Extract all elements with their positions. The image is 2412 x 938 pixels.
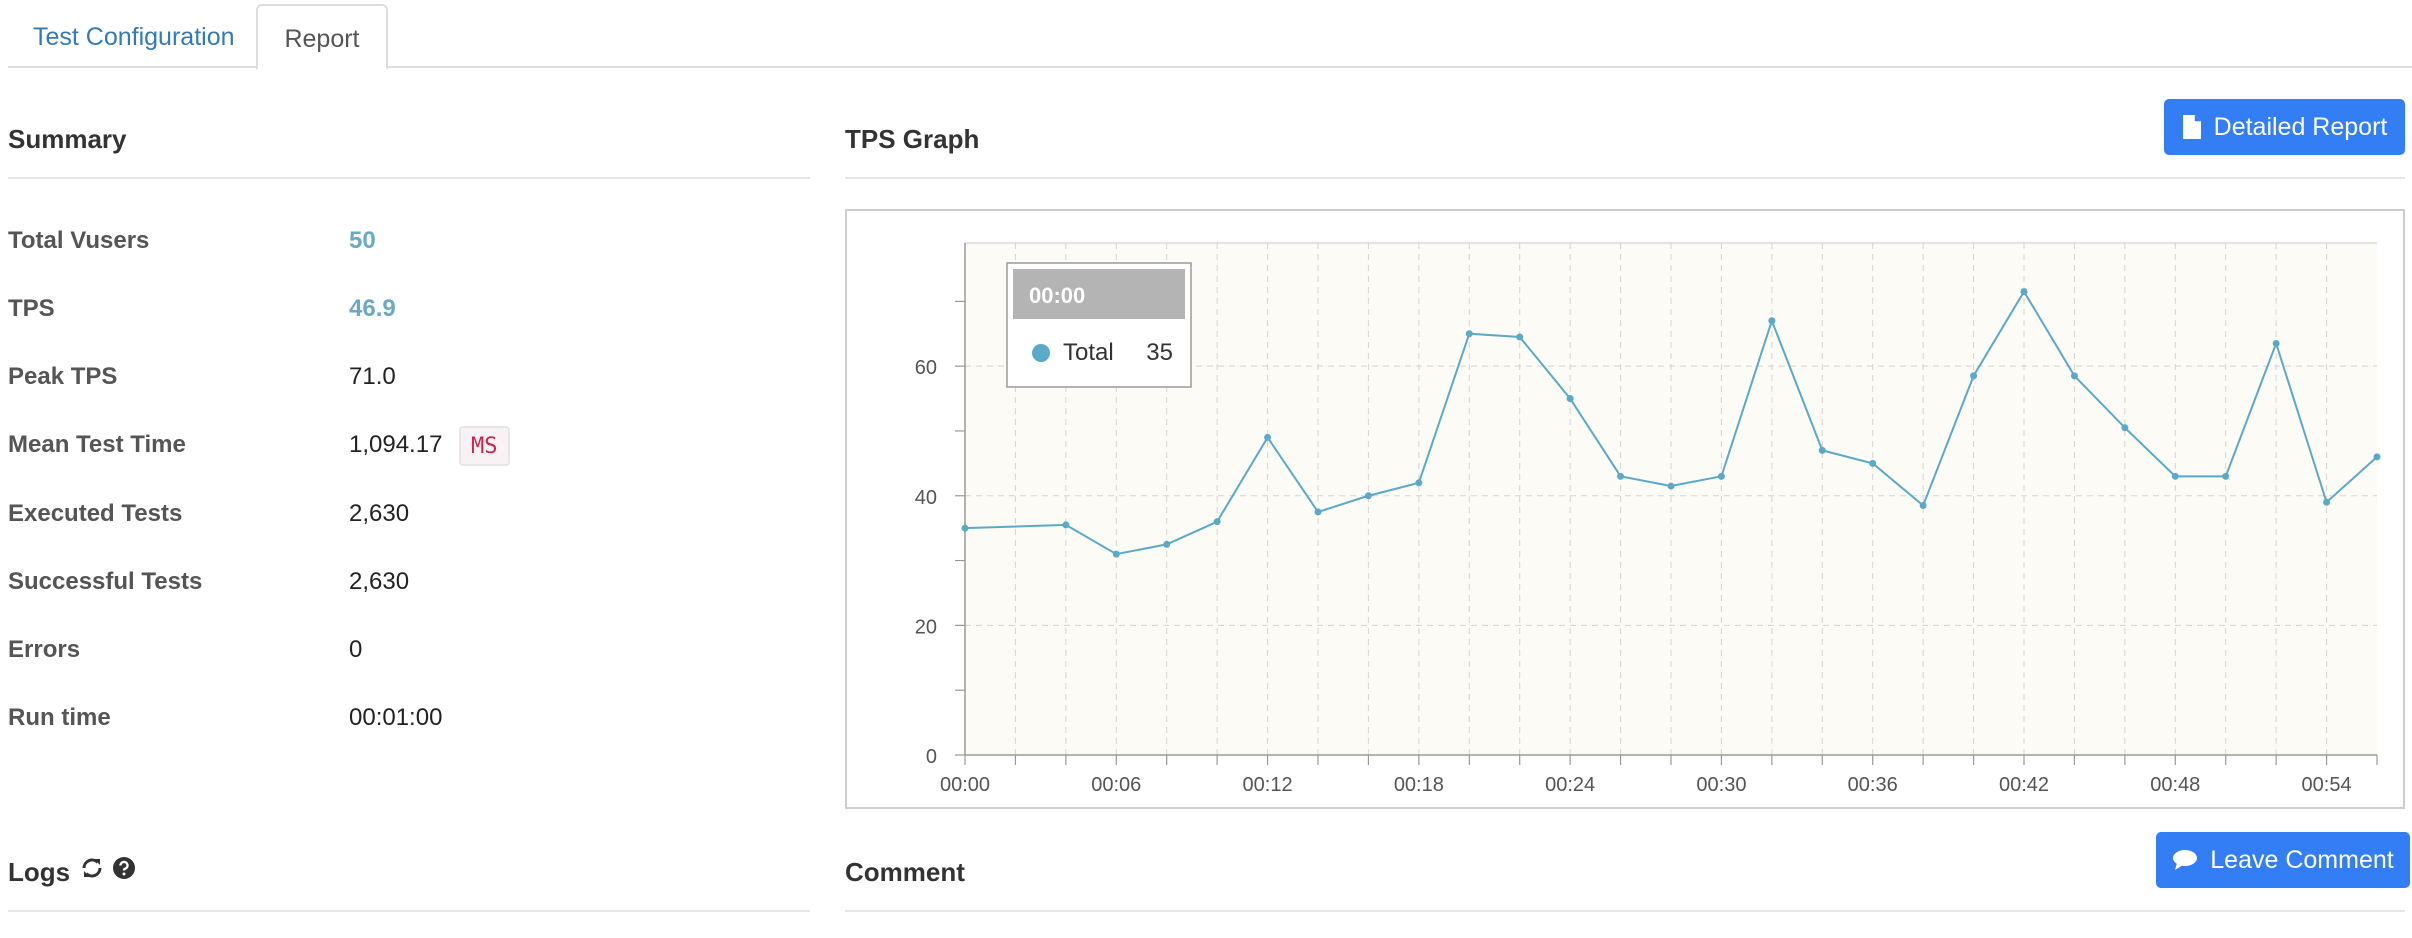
logs-divider xyxy=(8,910,810,912)
tooltip-header: 00:00 xyxy=(1029,283,1085,308)
x-tick-label: 00:24 xyxy=(1545,774,1595,796)
data-point[interactable] xyxy=(1213,518,1221,526)
successful-tests-value: 2,630 xyxy=(349,568,410,595)
y-tick-label: 40 xyxy=(915,487,937,509)
data-point[interactable] xyxy=(1364,492,1372,500)
data-point[interactable] xyxy=(1415,479,1423,487)
detailed-report-label: Detailed Report xyxy=(2213,112,2388,141)
total-vusers-value[interactable]: 50 xyxy=(349,227,376,254)
executed-tests-label: Executed Tests xyxy=(8,500,183,527)
data-point[interactable] xyxy=(1516,333,1524,341)
logs-title: Logs xyxy=(8,857,71,887)
x-tick-label: 00:00 xyxy=(940,774,990,796)
peak-tps-value: 71.0 xyxy=(349,363,396,390)
data-point[interactable] xyxy=(1617,472,1625,480)
y-tick-label: 20 xyxy=(915,616,937,638)
logs-icons xyxy=(80,855,136,881)
data-point[interactable] xyxy=(1314,508,1322,516)
x-tick-label: 00:42 xyxy=(1999,774,2049,796)
data-point[interactable] xyxy=(2373,453,2381,461)
total-vusers-label: Total Vusers xyxy=(8,227,150,254)
detailed-report-button[interactable]: Detailed Report xyxy=(2164,99,2405,155)
tps-graph-title: TPS Graph xyxy=(845,124,980,154)
data-point[interactable] xyxy=(2323,498,2331,506)
summary-title: Summary xyxy=(8,124,127,154)
x-tick-label: 00:30 xyxy=(1696,774,1746,796)
data-point[interactable] xyxy=(1465,330,1473,338)
data-point[interactable] xyxy=(2171,472,2179,480)
tps-chart: 0 20 40 60 00:00 00:06 00:12 00:18 00:24 00:30 00:… xyxy=(845,209,2405,809)
data-point[interactable] xyxy=(1112,550,1120,558)
x-tick-label: 00:54 xyxy=(2302,774,2352,796)
successful-tests-label: Successful Tests xyxy=(8,568,203,595)
executed-tests-value: 2,630 xyxy=(349,500,410,527)
leave-comment-label: Leave Comment xyxy=(2210,845,2394,874)
leave-comment-button[interactable]: Leave Comment xyxy=(2156,832,2410,888)
mean-test-time-label: Mean Test Time xyxy=(8,431,186,458)
tps-chart-svg: 0 20 40 60 00:00 00:06 00:12 00:18 00:24 00:30 00:… xyxy=(915,242,2381,796)
data-point[interactable] xyxy=(1062,521,1070,529)
comment-icon xyxy=(2173,850,2198,870)
data-point[interactable] xyxy=(1919,501,1927,509)
data-point[interactable] xyxy=(1818,446,1826,454)
help-icon[interactable] xyxy=(112,855,136,881)
data-point[interactable] xyxy=(1163,540,1171,548)
x-tick-label: 00:18 xyxy=(1394,774,1444,796)
data-point[interactable] xyxy=(2020,288,2028,296)
file-icon xyxy=(2182,115,2201,139)
comment-divider xyxy=(845,910,2405,912)
data-point[interactable] xyxy=(961,524,969,532)
data-point[interactable] xyxy=(1717,472,1725,480)
summary-divider xyxy=(8,177,810,179)
tooltip-header-bg xyxy=(1013,269,1185,319)
errors-value: 0 xyxy=(349,636,363,663)
y-tick-label: 0 xyxy=(926,746,937,768)
data-point[interactable] xyxy=(1768,317,1776,325)
mean-test-time-value: 1,094.17 xyxy=(349,431,443,458)
peak-tps-label: Peak TPS xyxy=(8,363,118,390)
series-line-total xyxy=(964,289,2378,556)
data-point[interactable] xyxy=(2121,424,2129,432)
tab-bar: Test Configuration Report xyxy=(8,0,2412,70)
data-point[interactable] xyxy=(1667,482,1675,490)
x-tick-label: 00:36 xyxy=(1848,774,1898,796)
errors-label: Errors xyxy=(8,636,81,663)
run-time-value: 00:01:00 xyxy=(349,704,443,731)
tab-test-configuration[interactable]: Test Configuration xyxy=(33,23,235,51)
data-point[interactable] xyxy=(2272,339,2280,347)
x-tick-label: 00:12 xyxy=(1243,774,1293,796)
tooltip-series-swatch xyxy=(1032,344,1050,362)
run-time-label: Run time xyxy=(8,704,111,731)
x-tick-label: 00:48 xyxy=(2150,774,2200,796)
data-point[interactable] xyxy=(1869,459,1877,467)
refresh-icon[interactable] xyxy=(80,855,104,881)
data-point[interactable] xyxy=(1264,433,1272,441)
comment-title: Comment xyxy=(845,857,965,887)
tooltip-series-name: Total xyxy=(1063,339,1114,366)
data-point[interactable] xyxy=(2070,372,2078,380)
graph-divider xyxy=(845,177,2405,179)
tps-value[interactable]: 46.9 xyxy=(349,295,396,322)
data-point[interactable] xyxy=(1566,395,1574,403)
data-point[interactable] xyxy=(1970,372,1978,380)
y-tick-label: 60 xyxy=(915,357,937,379)
data-point[interactable] xyxy=(2222,472,2230,480)
ms-unit-badge: MS xyxy=(459,426,510,466)
tab-report[interactable]: Report xyxy=(256,4,388,70)
tooltip-series-value: 35 xyxy=(1146,339,1173,366)
tps-label: TPS xyxy=(8,295,55,322)
x-tick-label: 00:06 xyxy=(1091,774,1141,796)
